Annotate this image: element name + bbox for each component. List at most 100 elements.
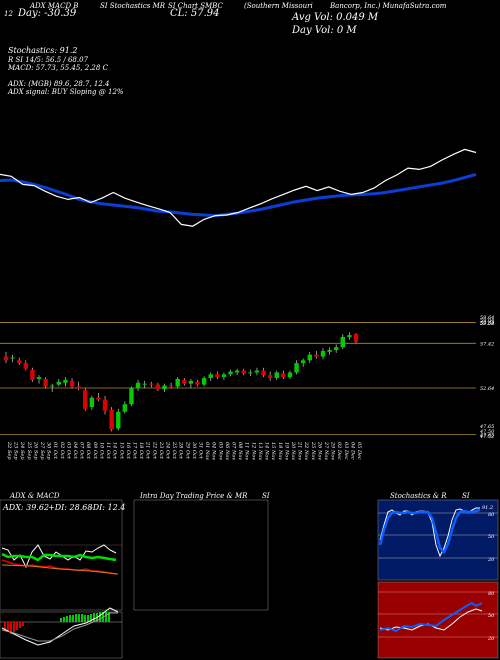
adx-macd-title: ADX & MACD	[10, 492, 60, 500]
date-label-4: 26 Sep	[32, 441, 38, 460]
header-company-1: (Southern Missouri	[244, 2, 313, 10]
candle-body-46	[307, 354, 312, 361]
candle-body-19	[129, 388, 134, 405]
candle-body-32	[215, 374, 220, 378]
date-label-44: 21 Nov	[297, 441, 303, 460]
candle-body-42	[281, 373, 286, 378]
macd-panel	[0, 611, 123, 659]
candle-body-40	[267, 375, 273, 379]
date-label-6: 30 Sep	[46, 442, 52, 460]
date-label-19: 17 Oct	[131, 442, 137, 460]
candle-body-27	[182, 379, 187, 384]
level-label-2: 52.64	[480, 386, 494, 392]
price-line	[0, 148, 477, 227]
candle-body-52	[347, 335, 352, 337]
date-label-46: 25 Nov	[310, 441, 316, 460]
date-label-12: 08 Oct	[85, 442, 91, 460]
rsi-si-values: R SI 14/5: 56.5 / 68.07	[8, 56, 89, 64]
date-label-39: 14 Nov	[264, 442, 270, 460]
bottom-ylabel-1: 47.50	[479, 429, 495, 435]
level-label-1: 57.42	[480, 341, 494, 347]
candle-body-0	[3, 356, 9, 361]
bottom-ylabel-2: 47.52	[479, 434, 494, 440]
date-label-40: 15 Nov	[270, 442, 276, 460]
candle-body-49	[327, 350, 332, 352]
macd-line	[1, 607, 119, 646]
date-label-48: 27 Nov	[323, 441, 329, 460]
date-label-7: 01 Oct	[52, 442, 58, 460]
average-line	[0, 172, 477, 218]
rsi-level-50: 50	[488, 613, 495, 619]
date-label-5: 27 Sep	[39, 441, 45, 460]
date-label-31: 04 Nov	[211, 442, 217, 460]
candle-body-6	[43, 379, 48, 387]
candle-body-39	[261, 370, 266, 376]
stoch-title: Stochastics & R	[390, 492, 447, 500]
candle-body-41	[274, 372, 279, 379]
date-axis: 22 Sep 23 Sep 24 Sep 25 Sep 26 Sep 27 Sep 30 S…	[6, 441, 362, 460]
candle-body-21	[142, 383, 147, 385]
date-label-36: 11 Nov	[244, 442, 250, 460]
intraday-panel	[133, 499, 269, 611]
date-label-16: 14 Oct	[112, 442, 118, 460]
candle-body-11	[76, 386, 81, 389]
date-label-14: 10 Oct	[98, 442, 104, 460]
date-label-10: 04 Oct	[72, 442, 78, 460]
candle-body-13	[89, 397, 95, 408]
date-label-11: 07 Oct	[79, 442, 85, 460]
bottom-ylabel-0: 47.65	[479, 424, 494, 430]
date-label-53: 05 Dec	[356, 442, 362, 460]
macd-signal-line	[1, 612, 118, 642]
candle-body-24	[162, 385, 167, 390]
adx-line	[1, 544, 117, 569]
header-company-2: Bancorp, Inc.) MunafaSutra.com	[330, 2, 447, 10]
candle-body-18	[122, 404, 128, 412]
header-overlap-2: SI Chart SMBC	[168, 2, 223, 10]
candle-body-23	[155, 384, 161, 390]
candle-body-14	[96, 397, 101, 400]
rsi-level-80: 80	[488, 591, 495, 597]
intraday-title: Intra Day Trading Price & MR	[140, 492, 248, 500]
stoch-level-80: 80	[488, 512, 495, 518]
candle-body-44	[294, 363, 299, 373]
date-label-24: 24 Oct	[164, 441, 170, 460]
di-minus-label: -DI: 12.4	[90, 503, 125, 512]
header-overlap-3: 12	[4, 10, 13, 18]
date-label-38: 13 Nov	[257, 442, 263, 460]
price-overview-chart	[0, 148, 477, 227]
candle-body-29	[195, 381, 200, 385]
top-left-label: SI Stochastics MR	[100, 2, 166, 10]
di-plus-line	[1, 552, 117, 562]
stoch-d-line	[378, 508, 481, 555]
date-label-37: 12 Nov	[250, 442, 256, 460]
candle-body-5	[36, 377, 42, 379]
candle-body-9	[63, 379, 68, 383]
candle-body-3	[23, 363, 29, 369]
rsi-si-line	[379, 601, 483, 633]
candle-body-17	[116, 411, 121, 429]
date-label-13: 09 Oct	[92, 442, 98, 460]
date-label-23: 23 Oct	[158, 441, 164, 460]
candle-body-48	[320, 350, 326, 357]
date-label-8: 02 Oct	[59, 442, 65, 460]
date-label-9: 03 Oct	[65, 442, 71, 460]
day-volume: Day Vol: 0 M	[292, 25, 357, 36]
date-label-27: 29 Oct	[184, 441, 190, 460]
candle-body-20	[135, 382, 141, 389]
date-label-33: 06 Nov	[224, 442, 230, 460]
candle-body-38	[254, 370, 260, 373]
candle-body-34	[228, 371, 233, 375]
date-label-30: 01 Nov	[204, 442, 210, 460]
date-label-20: 18 Oct	[138, 442, 144, 460]
macd-values: MACD: 57.73, 55.45, 2.28 C	[8, 64, 108, 72]
candle-body-43	[287, 372, 293, 378]
candle-body-10	[69, 380, 75, 387]
date-label-17: 15 Oct	[118, 442, 124, 460]
level-label-3: 47.65	[479, 433, 494, 439]
candle-body-36	[241, 370, 246, 374]
candle-body-22	[149, 383, 154, 385]
date-label-42: 19 Nov	[283, 442, 289, 460]
date-label-28: 30 Oct	[191, 442, 197, 460]
adx-panel	[0, 499, 123, 611]
